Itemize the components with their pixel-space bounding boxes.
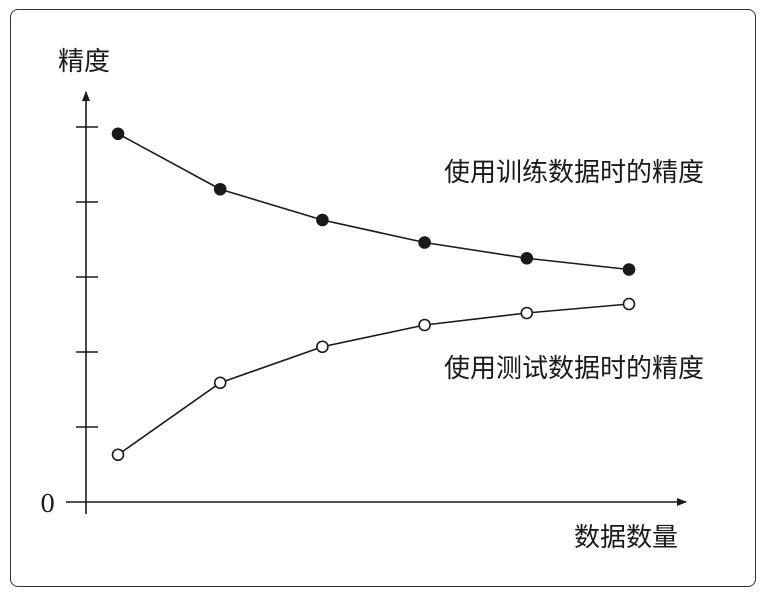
series-train-point-4 [418,236,431,249]
x-axis-label: 数据数量 [574,523,678,553]
series-test-point-1 [111,448,125,462]
y-axis-label: 精度 [58,47,110,77]
series-test-line [117,303,630,456]
series-train-line [117,133,630,271]
y-ticks [76,126,98,428]
series-train [111,127,636,276]
series-train-point-1 [111,127,125,141]
series-train-point-3 [316,213,329,227]
chart-frame [10,9,756,587]
series-test-point-4 [418,318,431,332]
series-test-label: 使用测试数据时的精度 [444,354,704,384]
series-test-point-6 [622,297,636,311]
series-test-point-2 [213,376,227,390]
series-train-point-6 [622,263,636,276]
y-origin-label: 0 [40,490,55,518]
series-test-point-3 [316,340,329,354]
series-train-label: 使用训练数据时的精度 [444,158,704,188]
series-test-point-5 [520,306,534,320]
series-train-point-2 [213,182,227,196]
series-test [111,297,636,462]
series-train-point-5 [520,251,534,265]
